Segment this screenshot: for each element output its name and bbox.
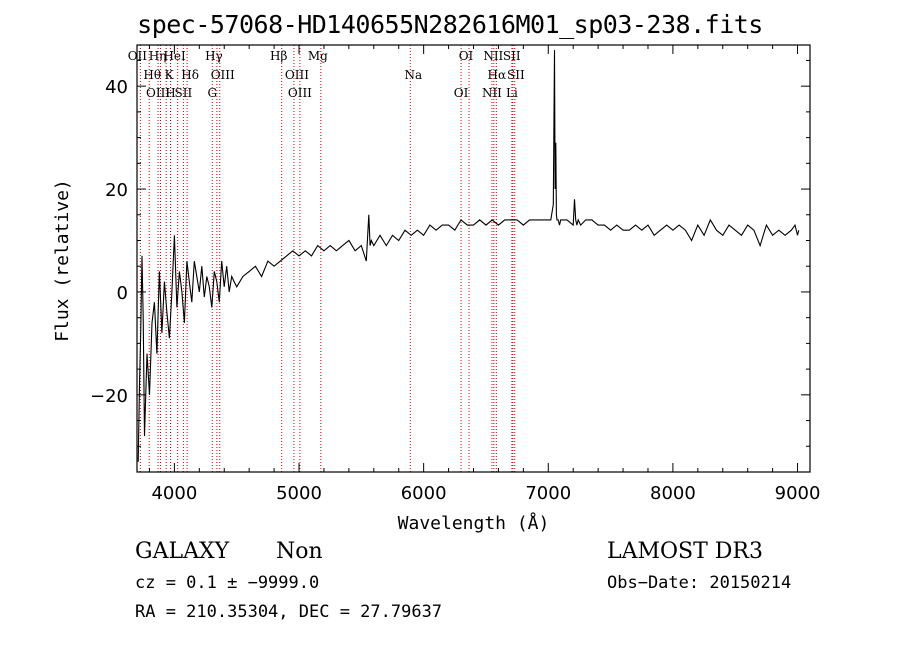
coordinates: RA = 210.35304, DEC = 27.79637 [135,602,443,622]
redshift-readout: cz = 0.1 ± −9999.0 [135,573,320,593]
line-label-13: OIII [285,68,309,82]
y-tick-label-0: −20 [90,386,128,407]
y-axis-label: Flux (relative) [52,179,73,342]
line-label-1: Hθ [143,68,161,82]
line-label-10: OIII [211,68,235,82]
line-label-22: SII [507,68,525,82]
line-label-11: G [207,86,217,100]
x-tick-label-5: 9000 [775,483,821,504]
line-label-21: NII [483,49,503,63]
line-label-7: Hδ [181,68,199,82]
line-label-8: SII [175,86,193,100]
y-tick-label-3: 40 [105,77,128,98]
line-label-2: OIII [146,86,170,100]
x-tick-label-1: 5000 [276,483,322,504]
chart-title: spec-57068-HD140655N282616M01_sp03-238.f… [137,10,763,39]
x-tick-label-0: 4000 [151,483,197,504]
line-label-19: Hα [488,68,507,82]
object-subclass: Non [276,539,323,564]
line-label-17: OI [454,86,469,100]
line-label-5: H [165,86,175,100]
x-axis-label: Wavelength (Å) [398,512,550,534]
line-label-15: Mg [308,49,328,63]
x-tick-label-4: 8000 [650,483,696,504]
obs-date: Obs−Date: 20150214 [607,573,792,593]
spectrum-line [137,50,800,462]
object-class: GALAXY [135,539,230,564]
y-tick-label-2: 20 [105,180,128,201]
line-label-9: Hγ [205,49,223,63]
y-tick-label-1: 0 [117,283,128,304]
line-label-14: OIII [288,86,312,100]
line-label-23: Li [506,86,518,100]
line-label-12: Hβ [270,49,287,63]
line-label-16: Na [404,68,422,82]
line-label-4: K [165,68,175,82]
line-label-18: OI [459,49,474,63]
x-tick-label-2: 6000 [401,483,447,504]
line-label-24: SII [503,49,521,63]
line-label-20: NII [482,86,502,100]
plot-frame [136,44,811,473]
survey-name: LAMOST DR3 [607,539,763,564]
line-label-3: Hη [149,49,167,63]
x-tick-label-3: 7000 [525,483,571,504]
line-label-6: HeI [163,49,186,63]
